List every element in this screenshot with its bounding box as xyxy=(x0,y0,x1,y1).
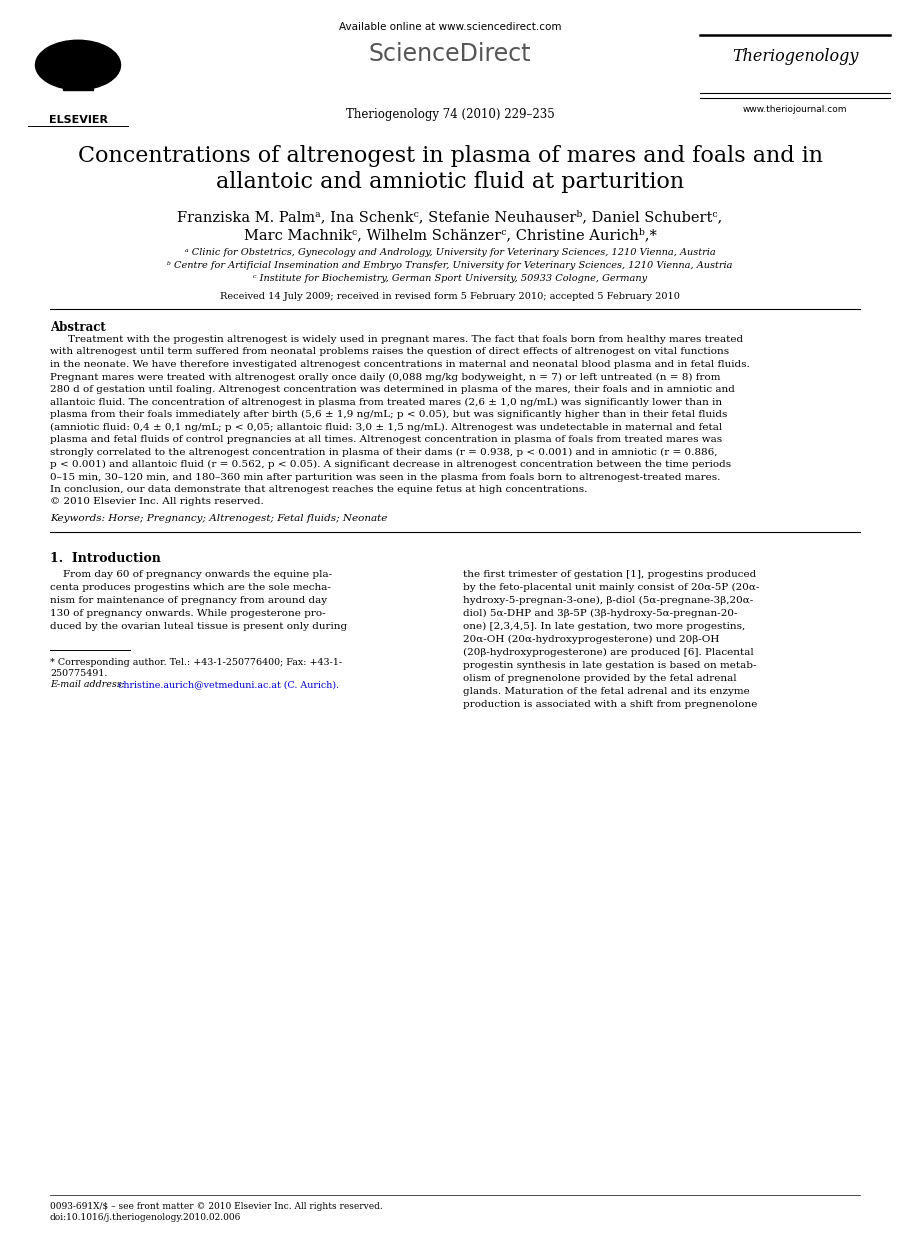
Text: Keywords:: Keywords: xyxy=(50,515,105,523)
Text: 280 d of gestation until foaling. Altrenogest concentration was determined in pl: 280 d of gestation until foaling. Altren… xyxy=(50,385,735,395)
Text: Treatment with the progestin altrenogest is widely used in pregnant mares. The f: Treatment with the progestin altrenogest… xyxy=(68,335,743,344)
Text: © 2010 Elsevier Inc. All rights reserved.: © 2010 Elsevier Inc. All rights reserved… xyxy=(50,497,264,506)
Text: christine.aurich@vetmeduni.ac.at (C. Aurich).: christine.aurich@vetmeduni.ac.at (C. Aur… xyxy=(115,680,339,689)
Text: duced by the ovarian luteal tissue is present only during: duced by the ovarian luteal tissue is pr… xyxy=(50,622,347,631)
Text: one) [2,3,4,5]. In late gestation, two more progestins,: one) [2,3,4,5]. In late gestation, two m… xyxy=(463,622,745,631)
Text: Franziska M. Palmᵃ, Ina Schenkᶜ, Stefanie Neuhauserᵇ, Daniel Schubertᶜ,: Franziska M. Palmᵃ, Ina Schenkᶜ, Stefani… xyxy=(177,210,723,224)
Text: 0–15 min, 30–120 min, and 180–360 min after parturition was seen in the plasma f: 0–15 min, 30–120 min, and 180–360 min af… xyxy=(50,473,720,481)
Text: doi:10.1016/j.theriogenology.2010.02.006: doi:10.1016/j.theriogenology.2010.02.006 xyxy=(50,1213,241,1222)
Text: diol) 5α-DHP and 3β-5P (3β-hydroxy-5α-pregnan-20-: diol) 5α-DHP and 3β-5P (3β-hydroxy-5α-pr… xyxy=(463,609,737,618)
Text: ᶜ Institute for Biochemistry, German Sport University, 50933 Cologne, Germany: ᶜ Institute for Biochemistry, German Spo… xyxy=(253,275,647,283)
Bar xyxy=(63,68,93,90)
Text: nism for maintenance of pregnancy from around day: nism for maintenance of pregnancy from a… xyxy=(50,596,327,605)
Text: E-mail address:: E-mail address: xyxy=(50,680,125,689)
Text: centa produces progestins which are the sole mecha-: centa produces progestins which are the … xyxy=(50,583,331,593)
Text: olism of pregnenolone provided by the fetal adrenal: olism of pregnenolone provided by the fe… xyxy=(463,674,736,683)
Text: (20β-hydroxyprogesterone) are produced [6]. Placental: (20β-hydroxyprogesterone) are produced [… xyxy=(463,648,754,657)
Text: ScienceDirect: ScienceDirect xyxy=(369,42,531,66)
Text: progestin synthesis in late gestation is based on metab-: progestin synthesis in late gestation is… xyxy=(463,661,757,670)
Text: From day 60 of pregnancy onwards the equine pla-: From day 60 of pregnancy onwards the equ… xyxy=(50,570,332,579)
Text: * Corresponding author. Tel.: +43-1-250776400; Fax: +43-1-: * Corresponding author. Tel.: +43-1-2507… xyxy=(50,658,342,667)
Text: strongly correlated to the altrenogest concentration in plasma of their dams (r : strongly correlated to the altrenogest c… xyxy=(50,448,717,456)
Text: Concentrations of altrenogest in plasma of mares and foals and in: Concentrations of altrenogest in plasma … xyxy=(77,145,823,167)
Text: ELSEVIER: ELSEVIER xyxy=(49,115,107,125)
Text: ᵇ Centre for Artificial Insemination and Embryo Transfer, University for Veterin: ᵇ Centre for Artificial Insemination and… xyxy=(167,261,733,270)
Text: www.theriojournal.com: www.theriojournal.com xyxy=(742,105,847,114)
Text: Marc Machnikᶜ, Wilhelm Schänzerᶜ, Christine Aurichᵇ,*: Marc Machnikᶜ, Wilhelm Schänzerᶜ, Christ… xyxy=(244,228,656,242)
Text: allantoic fluid. The concentration of altrenogest in plasma from treated mares (: allantoic fluid. The concentration of al… xyxy=(50,397,722,407)
Text: p < 0.001) and allantoic fluid (r = 0.562, p < 0.05). A significant decrease in : p < 0.001) and allantoic fluid (r = 0.56… xyxy=(50,460,731,469)
Text: Available online at www.sciencedirect.com: Available online at www.sciencedirect.co… xyxy=(338,22,562,32)
Text: hydroxy-5-pregnan-3-one), β-diol (5α-pregnane-3β,20α-: hydroxy-5-pregnan-3-one), β-diol (5α-pre… xyxy=(463,596,753,605)
Text: In conclusion, our data demonstrate that altrenogest reaches the equine fetus at: In conclusion, our data demonstrate that… xyxy=(50,485,588,494)
Text: plasma from their foals immediately after birth (5,6 ± 1,9 ng/mL; p < 0.05), but: plasma from their foals immediately afte… xyxy=(50,409,727,419)
Text: allantoic and amniotic fluid at parturition: allantoic and amniotic fluid at parturit… xyxy=(216,171,684,193)
Text: plasma and fetal fluids of control pregnancies at all times. Altrenogest concent: plasma and fetal fluids of control pregn… xyxy=(50,435,722,444)
Text: Pregnant mares were treated with altrenogest orally once daily (0,088 mg/kg body: Pregnant mares were treated with altreno… xyxy=(50,372,721,382)
Text: in the neonate. We have therefore investigated altrenogest concentrations in mat: in the neonate. We have therefore invest… xyxy=(50,360,750,369)
Text: 250775491.: 250775491. xyxy=(50,669,107,678)
Text: Theriogenology 74 (2010) 229–235: Theriogenology 74 (2010) 229–235 xyxy=(346,108,554,121)
Text: 20α-OH (20α-hydroxyprogesterone) und 20β-OH: 20α-OH (20α-hydroxyprogesterone) und 20β… xyxy=(463,635,719,644)
Text: Received 14 July 2009; received in revised form 5 February 2010; accepted 5 Febr: Received 14 July 2009; received in revis… xyxy=(220,292,680,301)
Text: the first trimester of gestation [1], progestins produced: the first trimester of gestation [1], pr… xyxy=(463,570,756,579)
Ellipse shape xyxy=(35,41,121,90)
Text: ᵃ Clinic for Obstetrics, Gynecology and Andrology, University for Veterinary Sci: ᵃ Clinic for Obstetrics, Gynecology and … xyxy=(184,247,716,257)
Text: with altrenogest until term suffered from neonatal problems raises the question : with altrenogest until term suffered fro… xyxy=(50,348,729,356)
Text: production is associated with a shift from pregnenolone: production is associated with a shift fr… xyxy=(463,700,758,709)
Text: 130 of pregnancy onwards. While progesterone pro-: 130 of pregnancy onwards. While progeste… xyxy=(50,609,326,618)
Text: Abstract: Abstract xyxy=(50,320,106,334)
Text: Theriogenology: Theriogenology xyxy=(732,48,859,66)
Text: (amniotic fluid: 0,4 ± 0,1 ng/mL; p < 0,05; allantoic fluid: 3,0 ± 1,5 ng/mL). A: (amniotic fluid: 0,4 ± 0,1 ng/mL; p < 0,… xyxy=(50,423,722,432)
Text: 0093-691X/$ – see front matter © 2010 Elsevier Inc. All rights reserved.: 0093-691X/$ – see front matter © 2010 El… xyxy=(50,1202,382,1211)
Text: glands. Maturation of the fetal adrenal and its enzyme: glands. Maturation of the fetal adrenal … xyxy=(463,687,750,696)
Text: 1.  Introduction: 1. Introduction xyxy=(50,552,161,565)
Text: by the feto-placental unit mainly consist of 20α-5P (20α-: by the feto-placental unit mainly consis… xyxy=(463,583,760,593)
Text: Horse; Pregnancy; Altrenogest; Fetal fluids; Neonate: Horse; Pregnancy; Altrenogest; Fetal flu… xyxy=(105,515,387,523)
